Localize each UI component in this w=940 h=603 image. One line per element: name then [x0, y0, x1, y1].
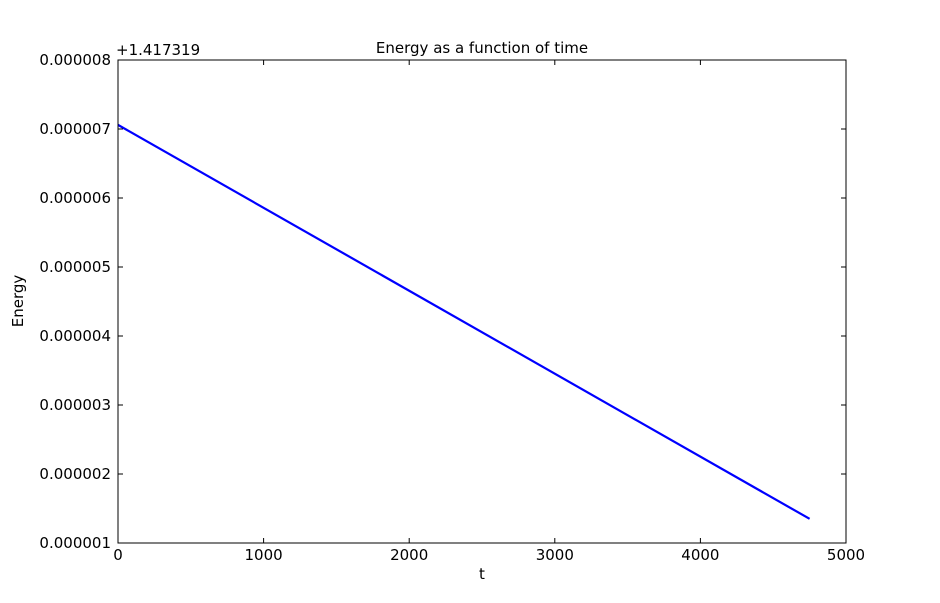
series-layer [117, 123, 811, 520]
y-axis: 0.000001 0.000002 0.000003 0.000004 0.000005… [39, 51, 846, 552]
x-tick-label: 2000 [390, 546, 428, 564]
y-tick-label: 0.000005 [39, 258, 111, 276]
plot-area [118, 60, 846, 543]
chart-title: Energy as a function of time [376, 39, 588, 57]
plot-frame [117, 59, 847, 544]
y-tick-label: 0.000002 [39, 465, 111, 483]
y-axis-label: Energy [9, 275, 27, 328]
y-offset-label: +1.417319 [116, 41, 200, 59]
series-line-0 [117, 123, 811, 520]
x-tick-label: 1000 [245, 546, 283, 564]
x-tick-label: 0 [113, 546, 123, 564]
x-tick-label: 5000 [827, 546, 865, 564]
x-tick-label: 3000 [536, 546, 574, 564]
x-axis: 0 1000 2000 3000 4000 5000 [113, 60, 865, 564]
y-tick-label: 0.000004 [39, 327, 111, 345]
x-axis-label: t [479, 565, 485, 583]
y-tick-label: 0.000003 [39, 396, 111, 414]
y-tick-label: 0.000008 [39, 51, 111, 69]
y-tick-label: 0.000001 [39, 534, 111, 552]
y-tick-label: 0.000006 [39, 189, 111, 207]
y-tick-label: 0.000007 [39, 120, 111, 138]
x-tick-label: 4000 [681, 546, 719, 564]
